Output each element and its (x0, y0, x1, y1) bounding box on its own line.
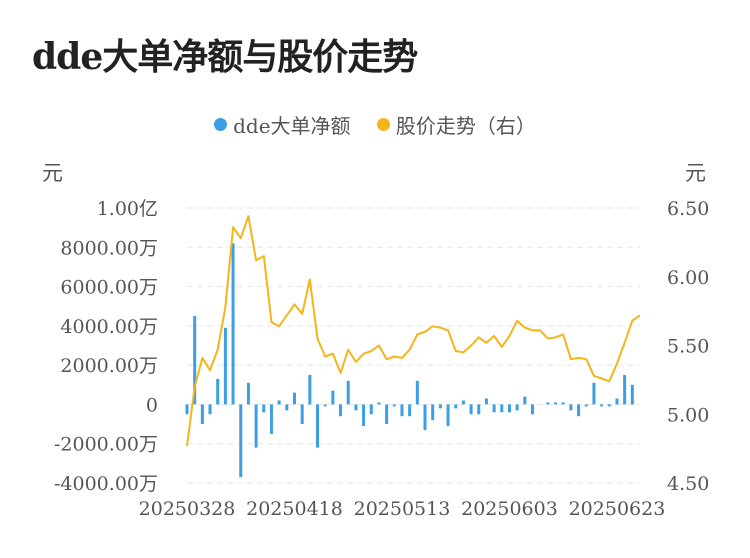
bar (231, 243, 235, 405)
y-right-tick-label: 4.50 (667, 473, 709, 495)
bar (246, 382, 250, 405)
bar (569, 404, 573, 411)
bar (492, 404, 496, 413)
x-tick-label: 20250418 (246, 498, 343, 520)
bar (531, 404, 535, 415)
bar (377, 402, 381, 405)
bar (584, 404, 588, 407)
bar (354, 404, 358, 411)
bar (254, 404, 258, 448)
bar (392, 404, 396, 407)
x-tick-label: 20250513 (354, 498, 451, 520)
y-left-tick-label: 8000.00万 (60, 237, 158, 259)
left-axis-unit: 元 (42, 161, 63, 185)
bar (523, 396, 527, 405)
bar (300, 404, 304, 425)
y-right-tick-label: 5.50 (667, 336, 709, 358)
bar (630, 384, 634, 405)
legend-item-dde[interactable]: dde大单净额 (214, 110, 351, 139)
bar (269, 404, 273, 434)
legend: dde大单净额 股价走势（右） (0, 110, 750, 139)
y-left-tick-label: 0 (146, 394, 158, 416)
legend-label-price: 股价走势（右） (395, 114, 536, 138)
legend-label-dde: dde大单净额 (233, 114, 351, 138)
bar (346, 380, 350, 405)
y-left-tick-label: -2000.00万 (54, 434, 158, 456)
bar (623, 374, 627, 405)
x-tick-label: 20250603 (461, 498, 558, 520)
bar (316, 404, 320, 448)
bar (308, 374, 312, 405)
bar (292, 392, 296, 405)
bar (277, 400, 281, 405)
bar (469, 404, 473, 415)
bar (385, 404, 389, 425)
bar (193, 316, 197, 405)
bar (339, 404, 343, 417)
bar (369, 404, 373, 415)
bar (415, 380, 419, 405)
y-left-tick-label: 1.00亿 (97, 198, 158, 220)
bar (461, 400, 465, 405)
y-left-tick-label: -4000.00万 (54, 473, 158, 495)
y-right-tick-label: 6.50 (667, 198, 709, 220)
legend-marker-price (376, 118, 390, 131)
bar (362, 404, 366, 427)
bar (208, 404, 212, 415)
bar (216, 378, 220, 405)
bar (592, 382, 596, 405)
bar (607, 404, 611, 407)
chart-title: dde大单净额与股价走势 (32, 36, 418, 78)
bar (262, 404, 266, 413)
price-line (186, 215, 641, 447)
bar (515, 404, 519, 411)
bar (554, 402, 558, 405)
bar (408, 404, 412, 417)
bar (331, 390, 335, 405)
bar (546, 402, 550, 405)
bar (285, 404, 289, 411)
x-tick-label: 20250623 (569, 498, 666, 520)
bar (323, 404, 327, 407)
legend-marker-dde (214, 118, 228, 131)
bar (423, 404, 427, 430)
y-left-tick-label: 2000.00万 (60, 355, 158, 377)
x-tick-label: 20250328 (139, 498, 236, 520)
bar (200, 404, 204, 425)
y-right-tick-label: 5.00 (667, 404, 709, 426)
bar (500, 404, 504, 413)
bar (507, 404, 511, 413)
y-left-tick-label: 6000.00万 (60, 277, 158, 299)
bar (484, 398, 488, 405)
legend-item-price[interactable]: 股价走势（右） (376, 110, 536, 139)
bar (400, 404, 404, 417)
bar (446, 404, 450, 427)
bar (454, 404, 458, 409)
bar (431, 404, 435, 421)
bar (561, 402, 565, 405)
y-left-tick-label: 4000.00万 (60, 316, 158, 338)
bar (477, 404, 481, 415)
bar (577, 404, 581, 417)
bar (615, 398, 619, 405)
bar (239, 404, 243, 478)
bar (185, 404, 189, 415)
bar (223, 327, 227, 405)
bar (600, 404, 604, 407)
right-axis-unit: 元 (685, 161, 706, 185)
y-right-tick-label: 6.00 (667, 267, 709, 289)
bar (438, 404, 442, 409)
